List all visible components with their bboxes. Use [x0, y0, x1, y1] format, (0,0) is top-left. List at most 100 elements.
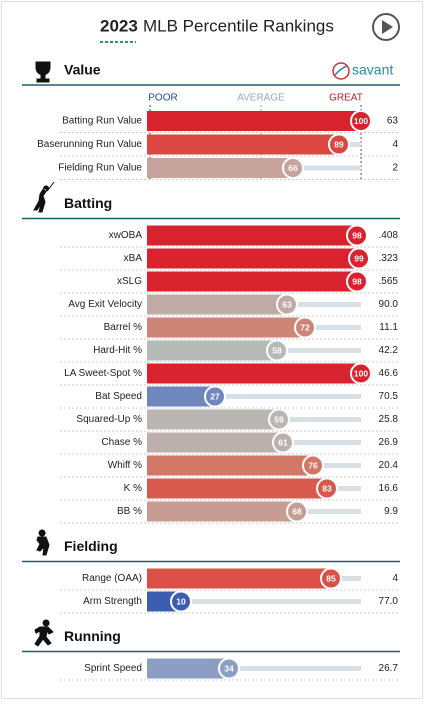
stat-value: 16.6 [379, 483, 399, 494]
percentile-circle [276, 293, 298, 316]
percentile-label: 58 [272, 345, 282, 355]
percentile-bar [147, 317, 305, 338]
section-title: Batting [64, 195, 112, 211]
stat-value: 90.0 [379, 299, 399, 310]
percentile-bar [147, 248, 359, 269]
percentile-label: 83 [322, 483, 332, 493]
percentile-circle [346, 224, 368, 247]
play-button[interactable] [372, 13, 400, 41]
row-label: Baserunning Run Value [37, 139, 142, 150]
stat-value: .408 [379, 230, 399, 241]
percentile-bar [147, 111, 361, 131]
stat-value: 20.4 [379, 460, 399, 471]
row-label: Squared-Up % [76, 414, 142, 425]
percentile-label: 99 [354, 253, 364, 263]
percentile-label: 27 [210, 391, 220, 401]
row-label: Sprint Speed [84, 663, 142, 674]
percentile-bar [147, 340, 277, 361]
percentile-circle [286, 500, 308, 523]
percentile-circle [348, 247, 370, 270]
stat-value: 70.5 [379, 391, 399, 402]
stat-value: 4 [392, 573, 398, 584]
percentile-circle [170, 590, 192, 613]
percentile-bar [147, 363, 361, 384]
percentile-bar [147, 568, 331, 589]
percentile-bar [147, 501, 297, 522]
percentile-circle [266, 339, 288, 362]
percentile-circle [328, 133, 350, 156]
percentile-label: 63 [282, 299, 292, 309]
stat-value: 2 [392, 163, 398, 174]
percentile-bar [147, 409, 279, 430]
percentile-label: 61 [278, 437, 288, 447]
row-label: Bat Speed [95, 391, 142, 402]
section-title: Running [64, 628, 121, 644]
percentile-label: 85 [326, 573, 336, 583]
section-icon [35, 61, 51, 83]
percentile-label: 59 [274, 414, 284, 424]
stat-value: 26.7 [379, 663, 399, 674]
row-label: Range (OAA) [82, 573, 142, 584]
track [147, 599, 361, 604]
title-year: 2023 [100, 16, 138, 35]
percentile-circle [350, 110, 372, 132]
title: MLB Percentile Rankings [143, 16, 334, 35]
percentile-label: 100 [354, 368, 368, 378]
section-icon [36, 529, 50, 556]
percentile-label: 89 [334, 139, 344, 149]
percentile-bar [147, 455, 313, 476]
percentile-label: 66 [288, 163, 298, 173]
track [147, 394, 361, 399]
stat-value: 46.6 [379, 368, 399, 379]
stat-value: 9.9 [384, 506, 398, 517]
percentile-circle [302, 454, 324, 477]
stat-value: 63 [387, 116, 399, 127]
percentile-label: 68 [292, 506, 302, 516]
row-label: xwOBA [109, 230, 143, 241]
percentile-label: 10 [176, 596, 186, 606]
section-title: Value [64, 62, 101, 78]
percentile-bar [147, 294, 287, 315]
section-icon [34, 619, 54, 647]
percentile-label: 98 [352, 276, 362, 286]
row-label: BB % [117, 506, 142, 517]
stat-value: 26.9 [379, 437, 399, 448]
percentile-circle [320, 567, 342, 590]
percentile-bar [147, 134, 339, 155]
stat-value: 11.1 [379, 322, 398, 333]
percentile-label: 76 [308, 460, 318, 470]
row-label: Barrel % [104, 322, 142, 333]
percentile-circle [268, 408, 290, 431]
percentile-circle [294, 316, 316, 339]
percentile-circle [272, 431, 294, 454]
row-label: xSLG [117, 276, 142, 287]
section-icon [33, 181, 55, 213]
stat-value: 42.2 [379, 345, 399, 356]
stat-value: 77.0 [379, 596, 399, 607]
percentile-bar [147, 478, 327, 499]
percentile-label: 100 [354, 116, 368, 126]
percentile-circle [350, 362, 372, 385]
percentile-circle [282, 157, 304, 179]
percentile-circle [218, 657, 240, 680]
row-label: xBA [124, 253, 143, 264]
scale-label: AVERAGE [237, 93, 285, 104]
scale-label: POOR [148, 93, 177, 104]
stat-value: 4 [392, 139, 398, 150]
percentile-bar [147, 158, 293, 178]
logo-text: savant [352, 62, 393, 78]
percentile-label: 72 [300, 322, 310, 332]
row-label: Avg Exit Velocity [68, 299, 142, 310]
percentile-label: 98 [352, 230, 362, 240]
row-label: Chase % [101, 437, 142, 448]
savant-logo[interactable]: savant [332, 62, 393, 80]
percentile-bar [147, 225, 357, 246]
stat-value: .323 [379, 253, 399, 264]
percentile-bar [147, 432, 283, 453]
stat-value: 25.8 [379, 414, 399, 425]
percentile-circle [316, 477, 338, 500]
row-label: Fielding Run Value [58, 163, 142, 174]
percentile-bar [147, 386, 215, 407]
track [147, 666, 361, 671]
